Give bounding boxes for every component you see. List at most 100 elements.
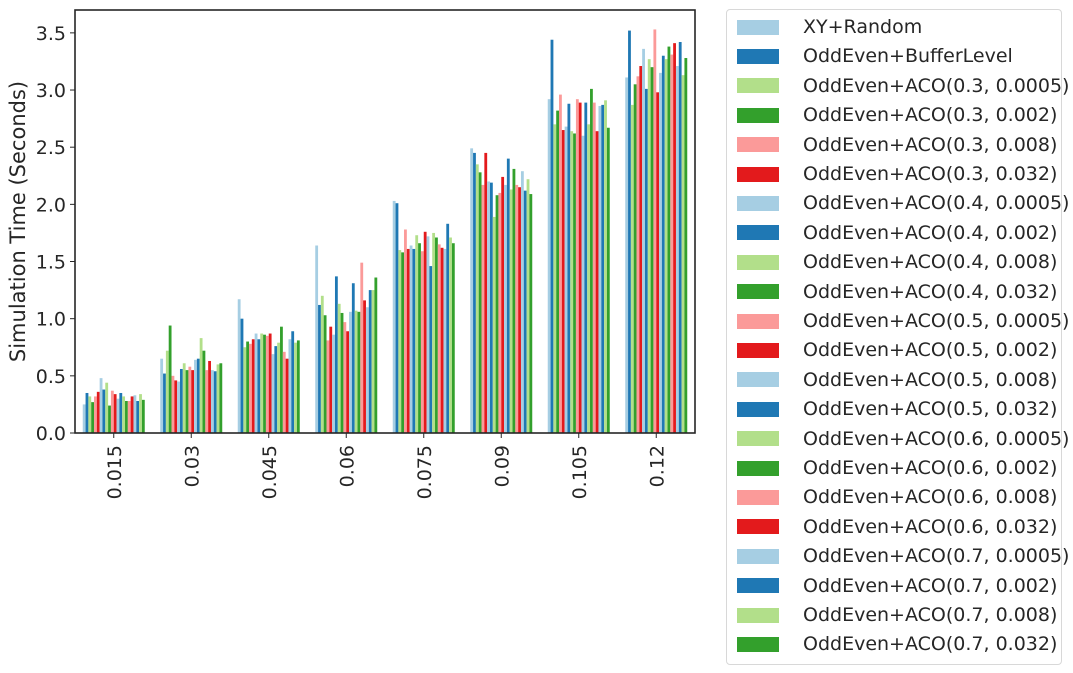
bar: [420, 251, 424, 433]
bar: [326, 340, 330, 433]
bar: [550, 39, 554, 433]
bar: [346, 331, 350, 433]
legend-item: OddEven+ACO(0.3, 0.032): [737, 162, 1057, 186]
bar: [495, 195, 499, 433]
bar: [260, 333, 264, 433]
legend-item: OddEven+ACO(0.7, 0.008): [737, 603, 1057, 627]
bar: [191, 370, 195, 433]
bar: [249, 343, 252, 433]
bar: [199, 338, 203, 433]
legend-swatch: [737, 519, 779, 535]
bar: [509, 189, 513, 433]
legend-label: OddEven+ACO(0.6, 0.0005): [803, 427, 1070, 450]
y-axis: 0.0 0.5 1.0 1.5 2.0 2.5 3.0 3.5: [36, 23, 75, 445]
bar: [337, 303, 341, 433]
bar: [263, 334, 266, 433]
legend-item: OddEven+ACO(0.4, 0.0005): [737, 191, 1069, 215]
y-tick-label: 1.0: [36, 309, 66, 331]
legend-label: OddEven+ACO(0.6, 0.008): [803, 486, 1058, 509]
legend-item: OddEven+BufferLevel: [737, 44, 1013, 68]
legend-swatch: [737, 48, 779, 64]
bar: [406, 248, 410, 433]
bar: [246, 341, 250, 433]
legend-item: XY+Random: [737, 15, 922, 39]
bar: [168, 325, 172, 433]
bar: [498, 192, 502, 433]
bar: [320, 295, 324, 433]
x-tick-label: 0.045: [259, 445, 281, 499]
bars-layer: [82, 29, 688, 434]
x-tick-label: 0.075: [414, 445, 436, 499]
legend-label: OddEven+ACO(0.4, 0.002): [803, 221, 1058, 244]
bar: [678, 42, 682, 434]
bar: [179, 368, 183, 433]
legend-item: OddEven+ACO(0.7, 0.002): [737, 574, 1057, 598]
bar: [449, 237, 452, 433]
bar: [329, 326, 333, 433]
bar: [136, 400, 140, 433]
bar: [523, 190, 527, 433]
bar: [504, 184, 507, 433]
legend-item: OddEven+ACO(0.3, 0.0005): [737, 74, 1069, 98]
legend-label: OddEven+ACO(0.3, 0.032): [803, 163, 1058, 185]
bar: [280, 326, 283, 433]
legend-swatch: [737, 78, 779, 94]
bar: [185, 370, 189, 433]
bar: [412, 248, 416, 433]
legend-item: OddEven+ACO(0.6, 0.002): [737, 456, 1057, 480]
bar: [332, 334, 335, 433]
bar: [323, 315, 327, 433]
legend-item: OddEven+ACO(0.4, 0.008): [737, 250, 1057, 274]
bar: [194, 359, 197, 433]
legend-label: OddEven+ACO(0.6, 0.002): [803, 457, 1058, 479]
legend-item: OddEven+ACO(0.5, 0.002): [737, 338, 1057, 362]
bar: [598, 106, 602, 433]
bar: [553, 124, 557, 433]
x-tick-label: 0.03: [181, 445, 203, 487]
bar: [606, 127, 610, 433]
bar: [628, 30, 631, 434]
legend-label: OddEven+ACO(0.5, 0.032): [803, 398, 1058, 421]
bar: [639, 66, 643, 433]
bar: [409, 245, 413, 433]
bar: [251, 339, 255, 433]
legend-label: OddEven+ACO(0.3, 0.002): [803, 104, 1058, 127]
bar: [451, 243, 455, 433]
bar: [475, 164, 479, 434]
bar: [243, 347, 247, 433]
bar: [160, 358, 164, 433]
bar: [119, 392, 123, 433]
bar: [429, 266, 433, 433]
bar: [363, 300, 366, 433]
legend-label: OddEven+ACO(0.7, 0.0005): [803, 545, 1070, 568]
bar: [647, 59, 651, 434]
bar: [506, 158, 510, 433]
bar: [105, 382, 109, 433]
bar: [254, 333, 258, 433]
legend-item: OddEven+ACO(0.7, 0.0005): [737, 544, 1069, 568]
legend-label: XY+Random: [803, 16, 923, 38]
bar: [564, 126, 568, 433]
plot-frame: [74, 9, 696, 434]
y-tick-label: 2.0: [36, 194, 66, 216]
bar: [575, 99, 579, 433]
bar: [650, 67, 654, 433]
bar: [512, 168, 516, 433]
bar: [435, 237, 438, 433]
legend-item: OddEven+ACO(0.3, 0.002): [737, 103, 1057, 127]
legend-label: OddEven+ACO(0.4, 0.032): [803, 280, 1058, 303]
bar: [210, 370, 214, 433]
legend-swatch: [737, 195, 779, 211]
bar: [556, 110, 560, 433]
y-axis-label: Simulation Time (Seconds): [6, 81, 30, 362]
x-tick-label: 0.06: [336, 445, 358, 487]
bar: [108, 405, 111, 433]
bar: [102, 389, 106, 433]
bar: [590, 88, 593, 433]
y-tick-label: 0.0: [36, 423, 66, 445]
bar: [125, 400, 128, 433]
bar: [334, 276, 338, 433]
legend-swatch: [737, 578, 779, 594]
bar: [315, 245, 319, 433]
